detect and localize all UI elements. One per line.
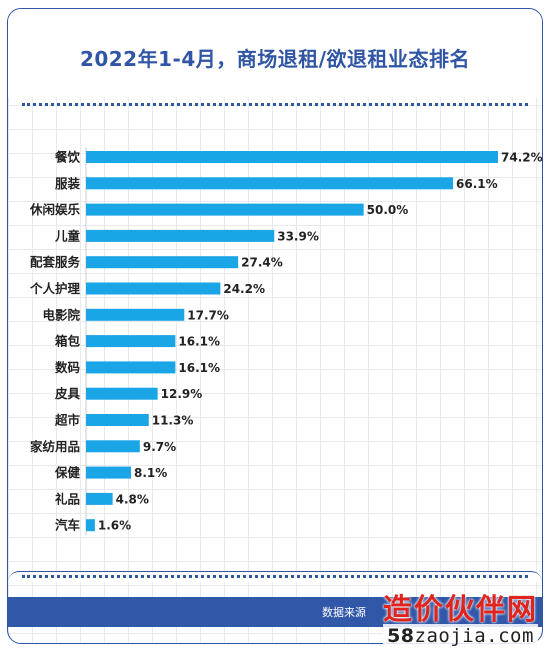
category-label: 礼品 (55, 491, 80, 506)
value-label: 27.4% (241, 256, 283, 270)
category-label: 皮具 (54, 386, 81, 401)
bar (86, 466, 131, 479)
bar (86, 177, 454, 190)
category-label: 箱包 (55, 334, 81, 349)
bar (86, 151, 498, 163)
top-dotted-divider (22, 103, 528, 106)
bar (86, 492, 113, 505)
bar (86, 229, 275, 242)
value-label: 17.7% (187, 308, 229, 322)
value-label: 11.3% (152, 414, 194, 428)
value-label: 33.9% (277, 229, 319, 243)
chart-title: 2022年1-4月，商场退租/欲退租业态排名 (79, 47, 471, 71)
bar (86, 361, 176, 374)
bar (86, 519, 95, 532)
bottom-dotted-divider (22, 575, 528, 578)
footer-bar: 数据来源 (8, 597, 542, 627)
value-label: 50.0% (367, 203, 409, 217)
value-label: 24.2% (223, 282, 265, 296)
category-label: 服装 (55, 176, 81, 191)
category-label: 家纺用品 (30, 439, 80, 454)
bar-chart: 餐饮 74.2% 服装 66.1% 休闲娱乐 50.0% 儿童 33.9% 配套服务 27.4% 个… (29, 147, 543, 536)
value-label: 9.7% (143, 440, 176, 454)
bar (86, 282, 221, 295)
value-label: 8.1% (134, 466, 167, 480)
category-label: 餐饮 (54, 150, 81, 165)
bar (86, 335, 176, 348)
value-label: 74.2% (501, 151, 543, 165)
value-label: 16.1% (178, 335, 220, 349)
category-label: 个人护理 (29, 281, 81, 296)
category-label: 儿童 (54, 228, 81, 243)
bar (86, 414, 149, 426)
bar (86, 440, 140, 453)
value-label: 12.9% (161, 387, 203, 401)
category-label: 数码 (54, 360, 80, 375)
category-label: 超市 (54, 413, 81, 428)
category-label: 汽车 (55, 518, 81, 533)
bar (86, 256, 239, 269)
value-label: 1.6% (98, 519, 131, 533)
chart-card: 2022年1-4月，商场退租/欲退租业态排名 餐饮 74.2% 服装 66.1% 休闲娱… (7, 8, 543, 644)
category-label: 保健 (54, 465, 81, 480)
value-label: 16.1% (178, 361, 220, 375)
category-label: 配套服务 (30, 255, 81, 270)
data-source-label: 数据来源 (322, 606, 366, 619)
category-label: 休闲娱乐 (29, 202, 81, 217)
value-label: 4.8% (116, 492, 149, 506)
bar (86, 203, 364, 216)
title-band: 2022年1-4月，商场退租/欲退租业态排名 (8, 9, 542, 97)
bar (86, 308, 185, 321)
value-label: 66.1% (456, 177, 498, 191)
category-label: 电影院 (42, 307, 80, 322)
bar (86, 387, 158, 400)
